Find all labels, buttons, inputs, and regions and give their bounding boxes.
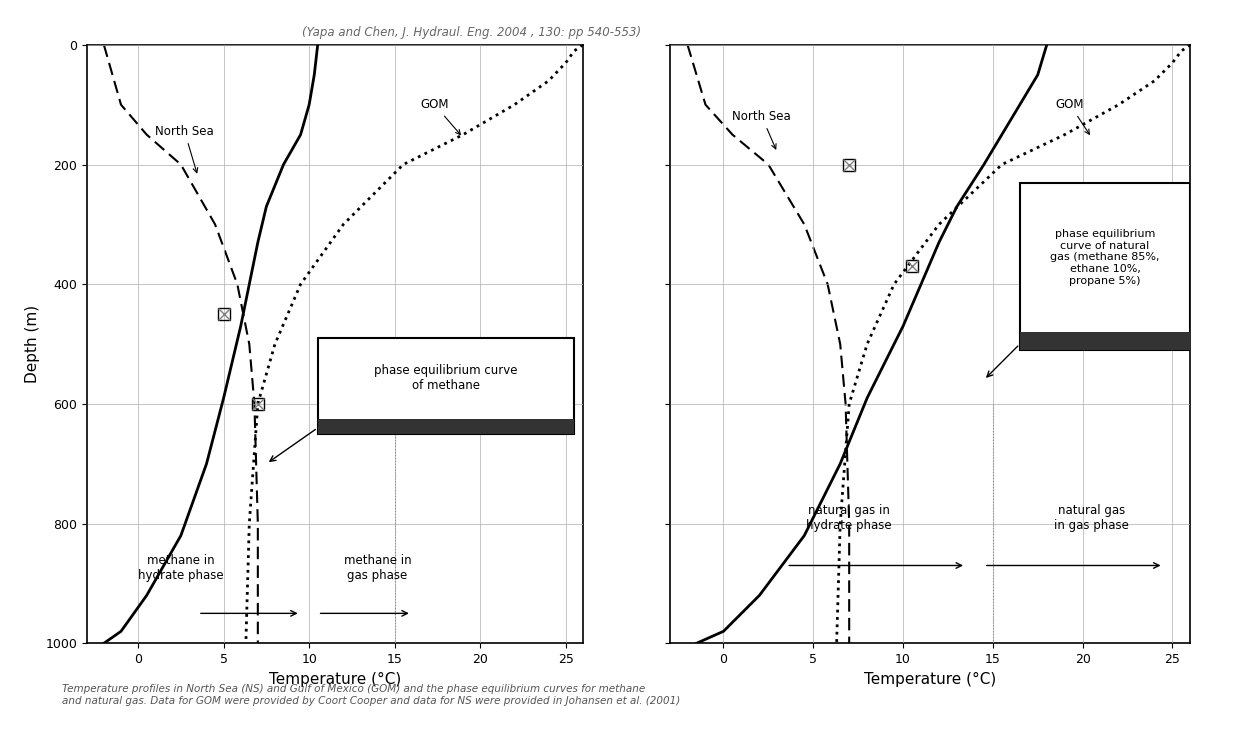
Bar bbox=[1019, 183, 1190, 350]
X-axis label: Temperature (°C): Temperature (°C) bbox=[269, 672, 401, 687]
Text: methane in
hydrate phase: methane in hydrate phase bbox=[138, 554, 223, 583]
Text: GOM: GOM bbox=[420, 98, 460, 135]
Bar bbox=[317, 338, 574, 434]
Text: phase equilibrium curve
of methane: phase equilibrium curve of methane bbox=[374, 364, 518, 393]
Bar bbox=[317, 419, 574, 434]
Text: methane in
gas phase: methane in gas phase bbox=[343, 554, 412, 583]
Text: North Sea: North Sea bbox=[733, 110, 791, 149]
Bar bbox=[1019, 332, 1190, 350]
Text: Temperature profiles in North Sea (NS) and Gulf of Mexico (GOM) and the phase eq: Temperature profiles in North Sea (NS) a… bbox=[62, 684, 681, 706]
Text: natural gas
in gas phase: natural gas in gas phase bbox=[1054, 503, 1130, 532]
Text: phase equilibrium
curve of natural
gas (methane 85%,
ethane 10%,
propane 5%): phase equilibrium curve of natural gas (… bbox=[1050, 229, 1159, 286]
Y-axis label: Depth (m): Depth (m) bbox=[25, 305, 40, 383]
X-axis label: Temperature (°C): Temperature (°C) bbox=[864, 672, 996, 687]
Text: North Sea: North Sea bbox=[155, 125, 215, 173]
Text: GOM: GOM bbox=[1055, 98, 1090, 135]
Text: (Yapa and Chen, J. Hydraul. Eng. 2004 , 130: pp 540-553): (Yapa and Chen, J. Hydraul. Eng. 2004 , … bbox=[301, 26, 641, 39]
Text: natural gas in
hydrate phase: natural gas in hydrate phase bbox=[806, 503, 892, 532]
